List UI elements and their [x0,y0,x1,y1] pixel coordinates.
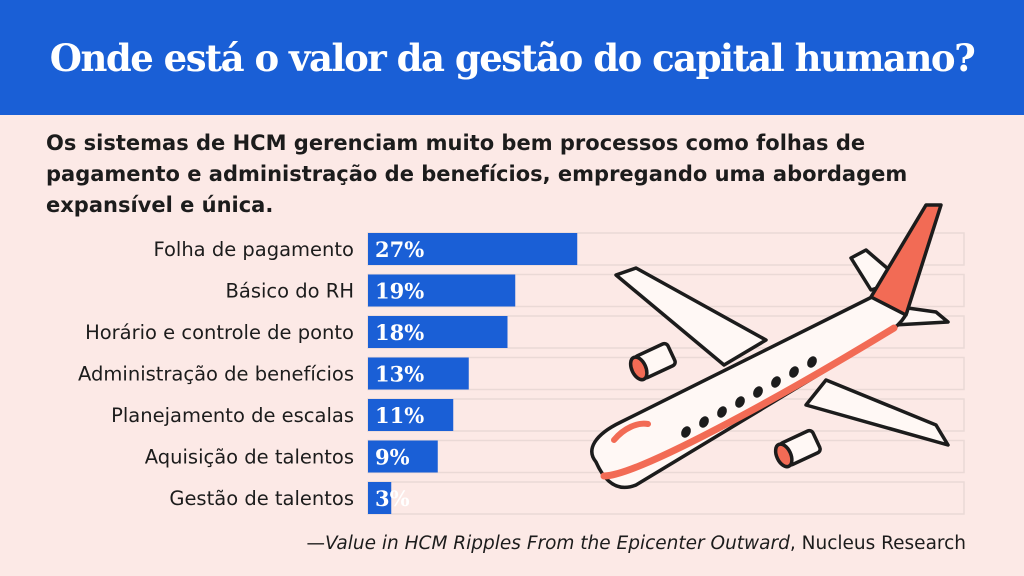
value-label: 18% [375,320,424,345]
chart-subtitle: Os sistemas de HCM gerenciam muito bem p… [46,131,908,217]
value-label: 11% [375,403,424,428]
bar [368,274,516,307]
title-banner: Onde está o valor da gestão do capital h… [0,0,1024,115]
source-work: Value in HCM Ripples From the Epicenter … [324,533,790,554]
category-label: Aquisição de talentos [145,446,354,469]
value-label: 13% [375,362,424,387]
bar [368,399,454,431]
source-citation: —Value in HCM Ripples From the Epicenter… [306,533,966,554]
source-org: , Nucleus Research [789,533,966,554]
value-label: 27% [375,237,424,262]
category-label: Administração de benefícios [78,363,354,386]
category-label: Horário e controle de ponto [85,321,354,344]
value-label: 19% [375,279,424,304]
category-label: Folha de pagamento [153,238,354,261]
bar [368,482,392,514]
airplane-icon [590,203,950,490]
category-label: Planejamento de escalas [111,404,354,427]
bar [368,316,508,348]
bar [368,357,469,390]
category-label: Básico do RH [226,280,354,303]
bar [368,233,578,265]
page-title: Onde está o valor da gestão do capital h… [49,35,976,80]
value-label: 3% [375,486,410,511]
value-label: 9% [375,445,410,470]
source-dash: — [306,533,325,554]
category-label: Gestão de talentos [169,487,354,510]
bar [368,440,438,473]
